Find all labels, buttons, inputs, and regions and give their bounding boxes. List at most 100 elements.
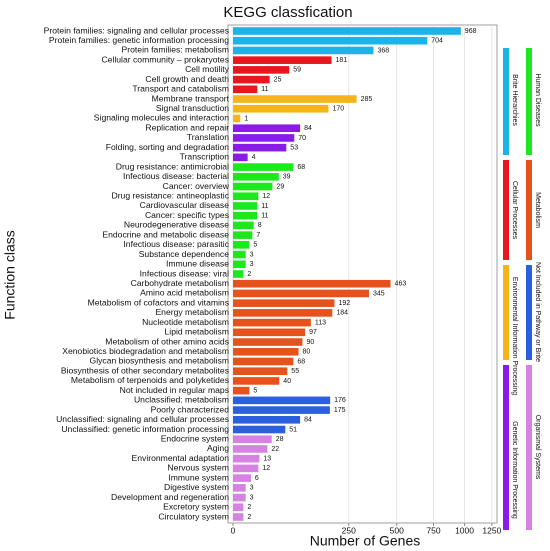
y-tick-label: Protein families: signaling and cellular… [44,25,229,35]
value-label: 29 [276,183,284,190]
y-tick-label: Signal transduction [156,103,229,113]
value-label: 59 [293,67,301,74]
value-label: 90 [306,339,314,346]
y-tick-label: Cancer: specific types [145,210,229,220]
value-label: 704 [431,38,443,45]
bar [233,163,294,171]
bar [233,406,330,414]
value-label: 968 [465,28,477,35]
bar [233,396,331,405]
value-label: 113 [315,319,326,326]
bar [233,95,357,103]
legend-swatch [526,160,532,260]
y-tick-label: Endocrine and metabolic disease [102,229,229,239]
bar [233,56,332,64]
bar [233,454,260,463]
y-tick-label: Carbohydrate metabolism [131,278,229,288]
bar [233,202,258,210]
value-label: 68 [297,358,305,365]
x-tick-label: 0 [231,525,236,535]
value-label: 55 [291,368,299,375]
legend-label: Not Included in Pathway or Brite [534,262,541,362]
y-tick-label: Drug resistance: antineoplastic [111,191,229,201]
value-label: 2 [247,514,251,521]
legend-label: Cellular Processes [511,181,518,240]
bar [233,114,241,123]
bar [233,503,244,512]
legend-swatch [503,48,509,155]
legend-label: Human Diseases [534,73,541,127]
y-tick-label: Development and regeneration [111,492,229,502]
y-tick-label: Nucleotide metabolism [142,317,229,327]
y-tick-label: Cell growth and death [145,74,229,84]
plot-frame [227,24,498,524]
value-label: 80 [302,349,310,356]
y-tick-label: Unclassified: signaling and cellular pro… [56,414,229,424]
y-tick-label: Cancer: overview [163,181,230,191]
y-tick-label: Cardiovascular disease [140,200,230,210]
value-label: 25 [274,76,282,83]
y-tick-label: Neurodegenerative disease [124,220,229,230]
bar [233,377,280,385]
bar [233,27,461,35]
value-label: 345 [373,290,385,297]
bar [233,231,253,239]
y-tick-label: Nervous system [167,463,229,473]
legend-swatch [503,265,509,360]
bar [233,386,250,395]
value-label: 11 [261,213,268,220]
bar [233,474,251,482]
value-label: 39 [283,174,291,181]
y-tick-label: Circulatory system [158,511,229,521]
bar [233,435,272,444]
bar [233,66,290,74]
y-tick-label: Poorly characterized [151,404,230,414]
y-tick-label: Translation [187,132,229,142]
bar [233,241,250,249]
legend-swatch [526,365,532,530]
bar [233,416,301,424]
y-tick-label: Protein families: metabolism [122,45,229,55]
bar [233,328,306,337]
value-label: 8 [258,222,262,229]
y-tick-label: Amino acid metabolism [140,288,229,298]
value-label: 2 [247,271,251,278]
bar [233,192,259,201]
legend-label: Environmental Information Processing [511,277,518,395]
value-label: 12 [262,193,270,200]
value-label: 11 [261,86,268,93]
x-tick-label: 500 [390,525,404,535]
y-tick-label: Unclassified: genetic information proces… [61,424,229,434]
bar [233,134,295,142]
y-tick-label: Glycan biosynthesis and metabolism [90,356,229,366]
bar [233,260,246,269]
value-label: 170 [332,106,344,113]
y-tick-label: Immune disease [166,259,229,269]
bar [233,182,273,191]
value-label: 4 [252,154,256,161]
bar [233,299,335,307]
y-tick-label: Folding, sorting and degradation [106,142,229,152]
y-tick-label: Xenobiotics biodegradation and metabolis… [62,346,229,356]
y-tick-label: Energy metabolism [155,307,229,317]
bar [233,143,287,152]
bar [233,513,244,521]
bar [233,124,301,132]
bar [233,36,428,45]
value-label: 84 [304,417,312,424]
value-label: 1 [244,115,248,122]
bar [233,104,329,113]
x-tick-label: 1000 [455,525,474,535]
value-label: 463 [395,281,407,288]
value-label: 11 [261,203,268,210]
bar [233,464,259,473]
y-tick-label: Cellular community – prokaryotes [101,54,229,64]
y-tick-label: Signaling molecules and interaction [94,113,229,123]
legend-swatch [526,48,532,155]
chart-title: KEGG classfication [223,4,352,21]
y-tick-label: Substance dependence [139,249,230,259]
legend-label: Brite Hierarchies [511,74,518,126]
bar [233,309,333,317]
legend-swatch [526,265,532,360]
